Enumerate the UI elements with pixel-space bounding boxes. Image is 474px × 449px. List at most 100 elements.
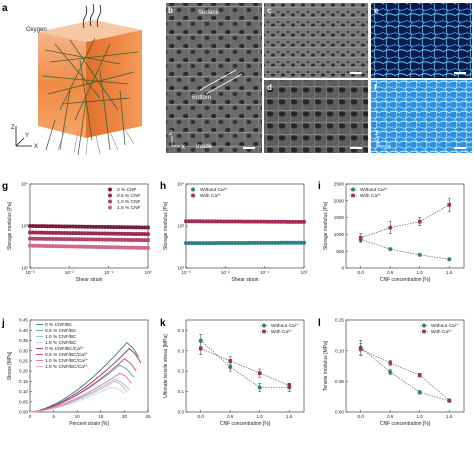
x-tick-label: 10⁰ [301,270,308,275]
axis-y-label: Y [25,133,29,139]
y-tick-label: 10⁴ [21,182,28,187]
legend-marker [108,199,112,204]
data-point [137,225,142,230]
data-point [284,219,289,224]
data-point [227,219,232,224]
y-tick-label: 10² [177,266,184,271]
inset-axes-b [171,136,180,147]
panel-k-label: k [160,318,166,329]
data-point [74,231,79,236]
data-point [97,245,102,250]
data-point [79,244,84,249]
data-point [241,240,246,245]
data-point [82,231,87,236]
data-point [105,225,110,230]
data-point [59,244,64,249]
y-tick-label: 0.35 [19,338,28,343]
data-point [198,241,203,246]
data-point [76,237,81,242]
panel-e: e [371,3,472,78]
chart-g: Shear strain Storage modulus [Pa] 10⁻³ 10⁻²… [7,182,152,283]
x-tick-label: 1.5 [446,270,453,275]
data-point [62,224,67,229]
data-point [45,236,50,241]
data-point [65,237,70,242]
stress-strain-curve [29,341,139,413]
panel-j-label: j [1,318,5,329]
data-point [108,231,113,236]
data-point [250,240,255,245]
data-point [212,241,217,246]
data-point [258,240,263,245]
axes-3d-icon: Z Y X [11,125,38,150]
x-tick-label: 0.5 [227,414,234,419]
oxygen-wavy-lines [82,3,102,29]
inset-x-label: X [181,145,185,151]
data-point [417,373,422,377]
data-point [143,245,148,250]
legend-marker [108,193,112,198]
data-point [102,237,107,242]
x-tick-label: 1.0 [257,414,264,419]
data-point [53,236,58,241]
data-point [74,224,79,229]
legend-marker [422,323,426,328]
data-point [270,219,275,224]
data-point [270,240,275,245]
legend-marker [262,323,266,328]
data-point [122,245,127,250]
x-tick-label: 0.0 [358,270,365,275]
data-point [134,245,139,250]
x-tick-label: 10⁻² [221,270,231,275]
data-point [94,244,99,249]
data-point [218,219,223,224]
data-point [88,224,93,229]
y-tick-label: 10³ [177,224,184,229]
data-point [39,224,44,229]
y-tick-label: 0.3 [178,348,185,353]
data-point [59,224,64,229]
data-point [71,224,76,229]
data-point [146,232,150,237]
data-point [388,247,393,252]
stress-strain-curve [29,358,137,413]
chart-k: CNF concentration [%] Ultimate tensile st… [163,319,305,427]
data-point [358,347,363,352]
data-point [71,244,76,249]
data-point [97,231,102,236]
data-point [85,237,90,242]
data-point [71,231,76,236]
data-point [388,225,393,230]
axis-x-label: X [34,144,38,150]
y-tick-label: 0.05 [335,379,344,384]
legend-marker [351,187,355,192]
data-point [114,237,119,242]
data-point [59,230,64,235]
x-axis-label: Shear strain [76,277,103,283]
data-point [146,245,150,250]
data-point [241,219,246,224]
y-axis-label: Tensile modulus [MPa] [323,340,329,391]
data-point [53,224,58,229]
data-point [232,219,237,224]
data-point [56,237,61,242]
data-point [48,236,53,241]
y-tick-label: 0.40 [19,328,28,333]
data-point [111,225,116,230]
stress-strain-curve [29,378,130,413]
data-point [137,245,142,250]
data-point [137,238,142,243]
x-tick-label: 1.5 [286,414,293,419]
confocal-image-f [371,80,472,153]
data-point [91,224,96,229]
data-point [99,245,104,250]
y-tick-label: 0.4 [178,328,185,333]
data-point [247,240,252,245]
data-point [230,219,235,224]
data-point [79,237,84,242]
data-point [88,231,93,236]
data-point [224,241,229,246]
panel-i-label: i [318,181,321,192]
data-point [212,219,217,224]
